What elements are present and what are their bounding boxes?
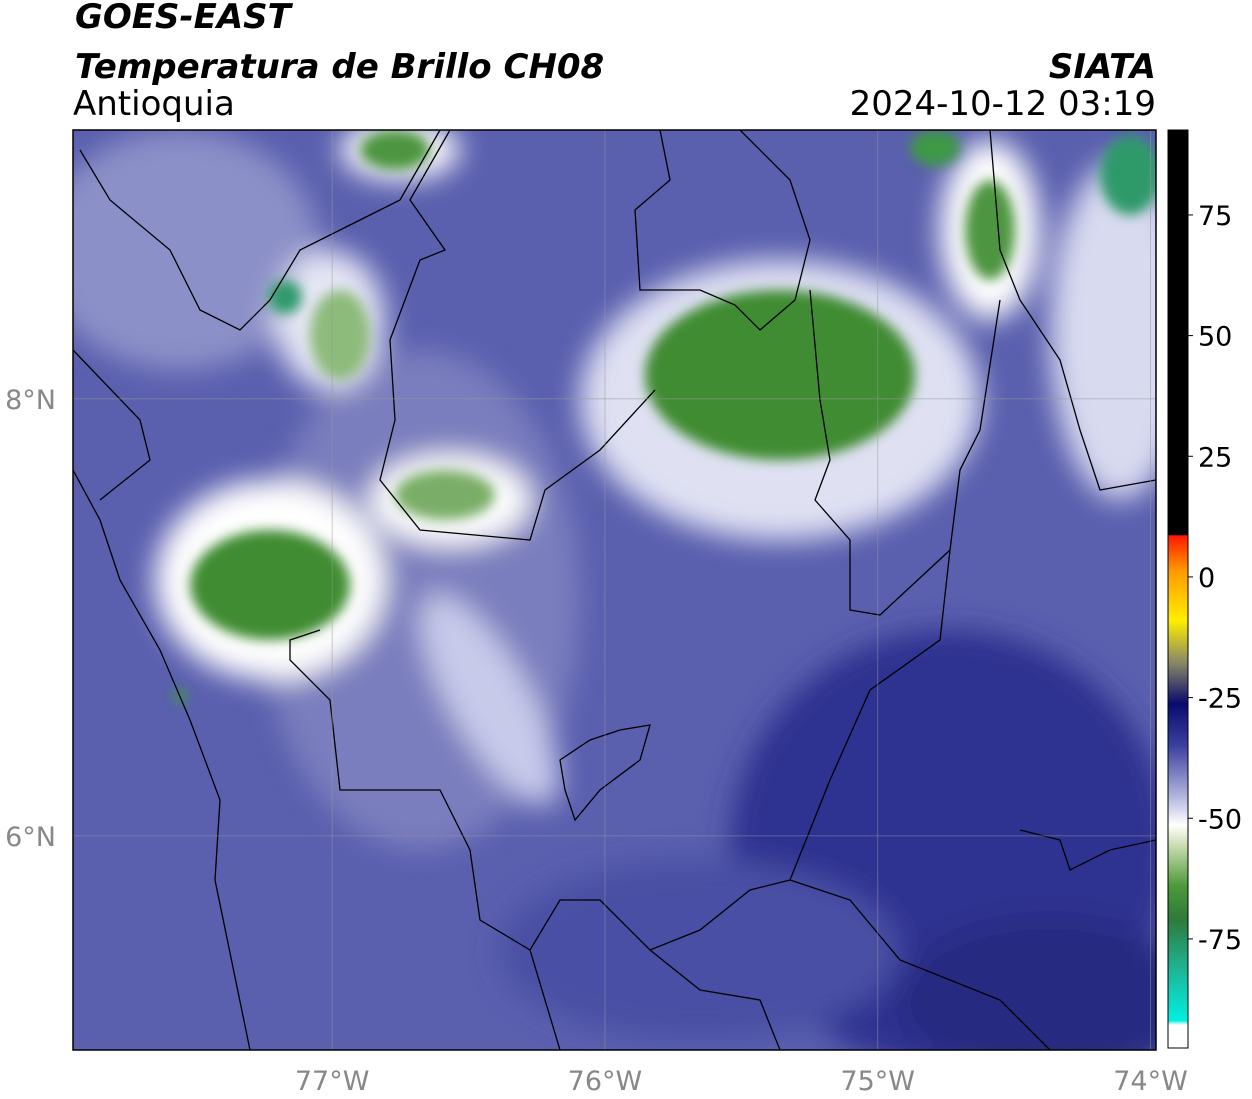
timestamp: 2024-10-12 03:19 [850, 84, 1156, 124]
colorbar-tick-label: 75 [1198, 201, 1232, 232]
colorbar [1167, 129, 1189, 1049]
region: Antioquia [73, 84, 235, 124]
y-tick-label: 6°N [5, 822, 56, 853]
x-tick-label: 75°W [840, 1066, 915, 1097]
colorbar-tick-label: 50 [1198, 322, 1232, 353]
y-tick-label: 8°N [5, 385, 56, 416]
x-tick-label: 77°W [295, 1066, 370, 1097]
source: SIATA [1049, 47, 1156, 87]
colorbar-tick-label: -25 [1198, 684, 1242, 715]
colorbar-tick-label: -75 [1198, 925, 1242, 956]
subtitle: Temperatura de Brillo CH08 [75, 47, 604, 87]
x-tick-label: 74°W [1113, 1066, 1188, 1097]
x-tick-label: 76°W [568, 1066, 643, 1097]
map-frame [72, 129, 1157, 1051]
colorbar-tick-label: 0 [1198, 563, 1215, 594]
title: GOES-EAST [75, 0, 294, 37]
colorbar-tick-label: 25 [1198, 442, 1232, 473]
colorbar-tick-label: -50 [1198, 804, 1242, 835]
satellite-image [73, 130, 1156, 1050]
